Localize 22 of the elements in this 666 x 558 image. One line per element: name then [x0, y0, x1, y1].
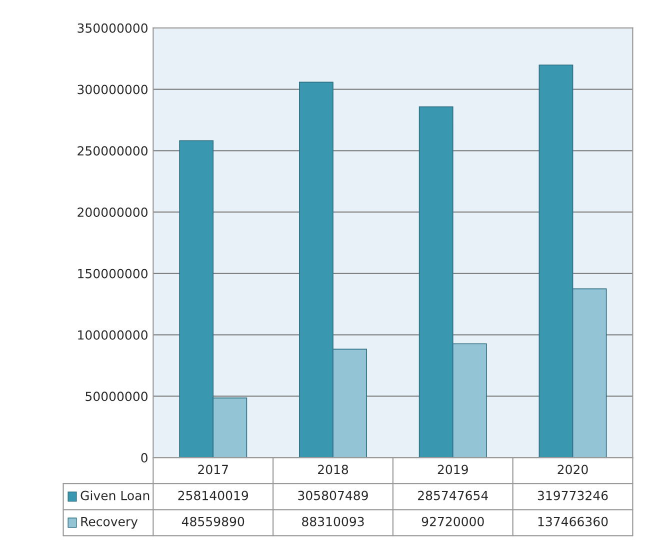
y-tick-label: 350000000 [78, 23, 148, 33]
y-tick-label: 200000000 [78, 208, 148, 217]
y-tick-label: 300000000 [78, 84, 148, 94]
data-label: 137466360 [538, 516, 608, 526]
y-tick-label: 50000000 [86, 392, 148, 402]
x-tick-label: 2017 [198, 464, 228, 474]
y-tick-label: 250000000 [78, 146, 148, 156]
data-label: 285747654 [418, 490, 488, 500]
legend-label: Given Loan [80, 490, 150, 500]
data-label: 48559890 [182, 516, 244, 526]
data-label: 305807489 [298, 490, 368, 500]
y-tick-label: 150000000 [78, 268, 148, 278]
data-label: 258140019 [178, 490, 248, 500]
data-label: 92720000 [422, 516, 484, 526]
legend-label: Recovery [81, 516, 138, 529]
x-tick-label: 2019 [438, 464, 468, 474]
y-tick-label: 0 [141, 453, 148, 462]
y-tick-label: 100000000 [78, 330, 148, 340]
x-tick-label: 2018 [318, 464, 348, 474]
data-label: 319773246 [538, 490, 608, 500]
x-tick-label: 2020 [558, 464, 588, 474]
data-label: 88310093 [302, 516, 364, 526]
